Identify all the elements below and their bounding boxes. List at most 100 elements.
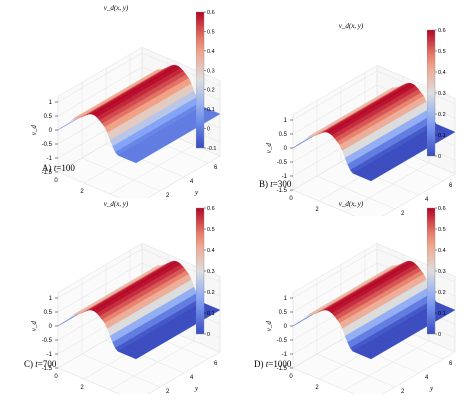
colorbar-tick-label: 0.2 [207,88,215,94]
z-tick-label: -0.5 [42,142,53,148]
surface-patch [133,158,143,164]
x-tick-label: 2 [80,385,84,391]
z-tick-label: -1 [282,174,288,180]
y-tick-label: 2 [166,389,170,394]
colorbar-tick-label: 0.4 [438,70,446,76]
colorbar-tick-label: 0.3 [207,68,215,74]
surface-patch [368,354,378,360]
y-tick-label: 4 [425,375,429,381]
z-tick-label: 1 [49,296,53,302]
z-tick-label: 0 [49,128,53,134]
colorbar-tick-label: 0.3 [438,91,446,97]
colorbar: 0.6 0.5 0.4 0.3 0.2 0.1 0 [427,206,446,338]
caption-time-var: t [270,179,273,189]
colorbar: 0.6 0.5 0.4 0.3 0.2 0.1 0 [427,28,446,160]
y-tick-label: 2 [166,193,170,198]
z-tick-label: 1 [49,100,53,106]
plot-title: v_d(x, y) [104,4,129,12]
colorbar-tick-label: -0.1 [207,146,216,152]
surface [57,260,221,360]
colorbar-tick-label: 0.4 [207,248,215,254]
y-tick-label: 6 [214,361,218,367]
x-tick-label: 0 [54,178,58,184]
z-tick-label: 0 [284,146,288,152]
y-tick-label: 4 [425,197,429,203]
surface-plot-d: -1.5-1-0.500.5102460246xyv_dv_d(x, y) [265,200,456,394]
grid-line [105,68,185,178]
z-tick-label: 0 [284,324,288,330]
colorbar-tick-label: 0.6 [207,206,215,212]
z-tick-label: -1 [47,156,53,162]
surface-patch [133,354,143,360]
colorbar-tick-label: 0 [207,127,210,133]
panel-caption: C) t=700 [24,359,56,369]
z-tick-label: 1 [284,118,288,124]
grid-line [382,98,456,216]
colorbar-tick-label: 0.1 [438,133,446,139]
plot-title: v_d(x, y) [339,200,364,208]
y-tick-label: 2 [401,211,405,216]
z-tick-label: 0 [49,324,53,330]
z-tick-label: 1 [284,296,288,302]
panel-caption: A) t=100 [42,163,75,173]
z-tick-label: -1.5 [277,366,288,372]
colorbar-tick-label: 0.6 [207,10,215,16]
z-tick-label: -0.5 [277,160,288,166]
z-axis-label: v_d [265,143,273,154]
colorbar-tick-label: 0.1 [207,311,215,317]
surface-plot-b: -1.5-1-0.500.5102460246xyv_dv_d(x, y) [265,22,456,216]
caption-time-var: t [35,359,38,369]
colorbar-tick-label: 0.1 [438,311,446,317]
x-tick-label: 0 [289,196,293,202]
colorbar-tick-label: 0.6 [438,206,446,212]
z-tick-label: 0.5 [279,132,288,138]
grid-line [147,276,221,394]
z-tick-label: -1.5 [42,170,53,176]
y-tick-label: 4 [190,375,194,381]
plot-title: v_d(x, y) [104,200,129,208]
grid-line [316,278,396,388]
y-axis-label: y [194,385,199,393]
caption-panel-label: A) [42,163,54,173]
y-tick-label: 4 [190,179,194,185]
grid-line [316,100,396,210]
plot-title: v_d(x, y) [339,22,364,30]
z-tick-label: 0.5 [279,310,288,316]
x-tick-label: 2 [80,189,84,195]
grid-line [81,278,161,388]
colorbar: 0.6 0.5 0.4 0.3 0.2 0.1 0 [196,206,215,338]
y-tick-label: 6 [449,183,453,189]
y-tick-label: 6 [214,165,218,171]
x-tick-label: 2 [315,207,319,213]
caption-panel-label: D) [254,359,266,369]
colorbar-tick-label: 0.5 [438,49,446,55]
surface [292,82,456,182]
caption-time-value: =300 [272,179,292,189]
x-tick-label: 2 [315,385,319,391]
y-axis-label: y [194,189,199,197]
colorbar-tick-label: 0.3 [438,269,446,275]
colorbar-tick-label: 0 [207,332,210,338]
colorbar-tick-label: 0.5 [207,227,215,233]
y-tick-label: 2 [401,389,405,394]
caption-time-var: t [265,359,269,369]
z-tick-label: -1 [282,352,288,358]
colorbar-tick-label: 0.4 [207,49,215,55]
grid-line [340,264,420,374]
caption-panel-label: B) [259,179,271,189]
z-tick-label: 0.5 [44,310,53,316]
z-tick-label: -1.5 [42,366,53,372]
z-axis-label: v_d [30,321,38,332]
panel-caption: B) t=300 [259,179,291,189]
colorbar-gradient [427,29,436,157]
colorbar-tick-label: 0.5 [207,29,215,35]
colorbar-gradient [196,11,205,149]
caption-time-value: =100 [56,163,75,173]
z-tick-label: -1.5 [277,188,288,194]
z-tick-label: -0.5 [277,338,288,344]
colorbar-tick-label: 0.1 [207,107,215,113]
surface-patch [368,176,378,182]
colorbar-gradient [196,207,205,335]
caption-time-value: =1000 [268,359,292,369]
panel-caption: D) t=1000 [254,359,291,369]
